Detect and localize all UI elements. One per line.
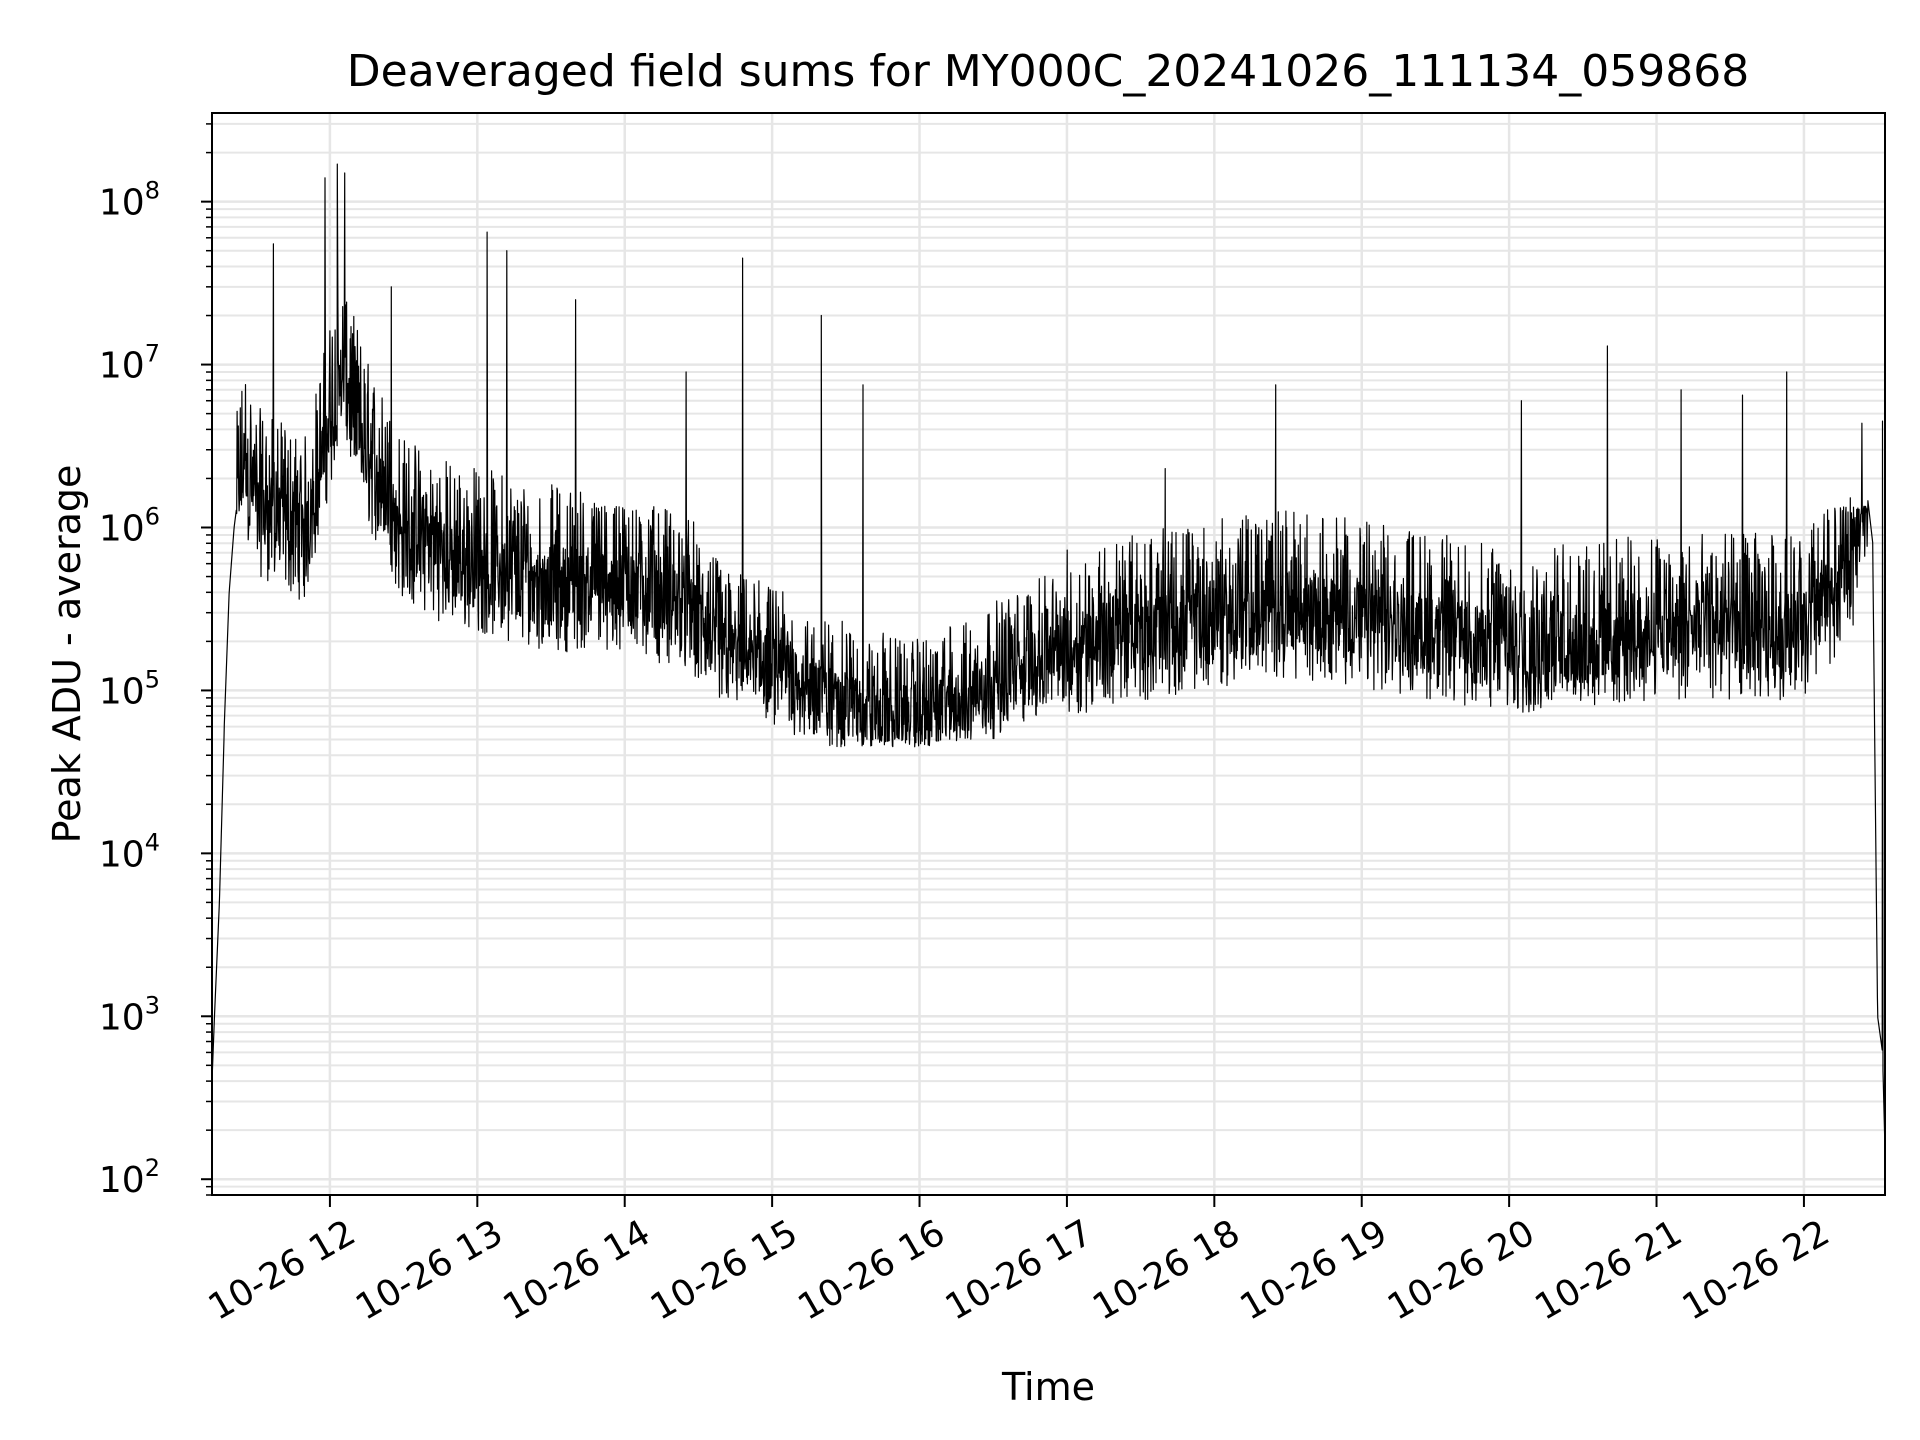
plot-frame <box>211 112 1886 1196</box>
y-tick-label: 106 <box>99 502 160 549</box>
grid-major <box>212 113 1885 1195</box>
y-tick-label: 108 <box>99 177 160 224</box>
y-axis-label: Peak ADU - average <box>45 465 89 844</box>
y-tick-label: 104 <box>99 828 160 875</box>
y-tick-label: 103 <box>99 991 160 1038</box>
series-line <box>211 163 1886 1151</box>
y-tick-label: 107 <box>99 340 160 387</box>
grid-minor <box>212 122 1885 1196</box>
y-tick-label: 105 <box>99 665 160 712</box>
x-axis-label: Time <box>1001 1365 1095 1409</box>
series-group <box>211 163 1886 1151</box>
chart-title: Deaveraged field sums for MY000C_2024102… <box>347 46 1749 97</box>
y-tick-label: 102 <box>99 1154 160 1201</box>
y-axis: 102 103 104 105 106 107 108 <box>99 123 212 1201</box>
